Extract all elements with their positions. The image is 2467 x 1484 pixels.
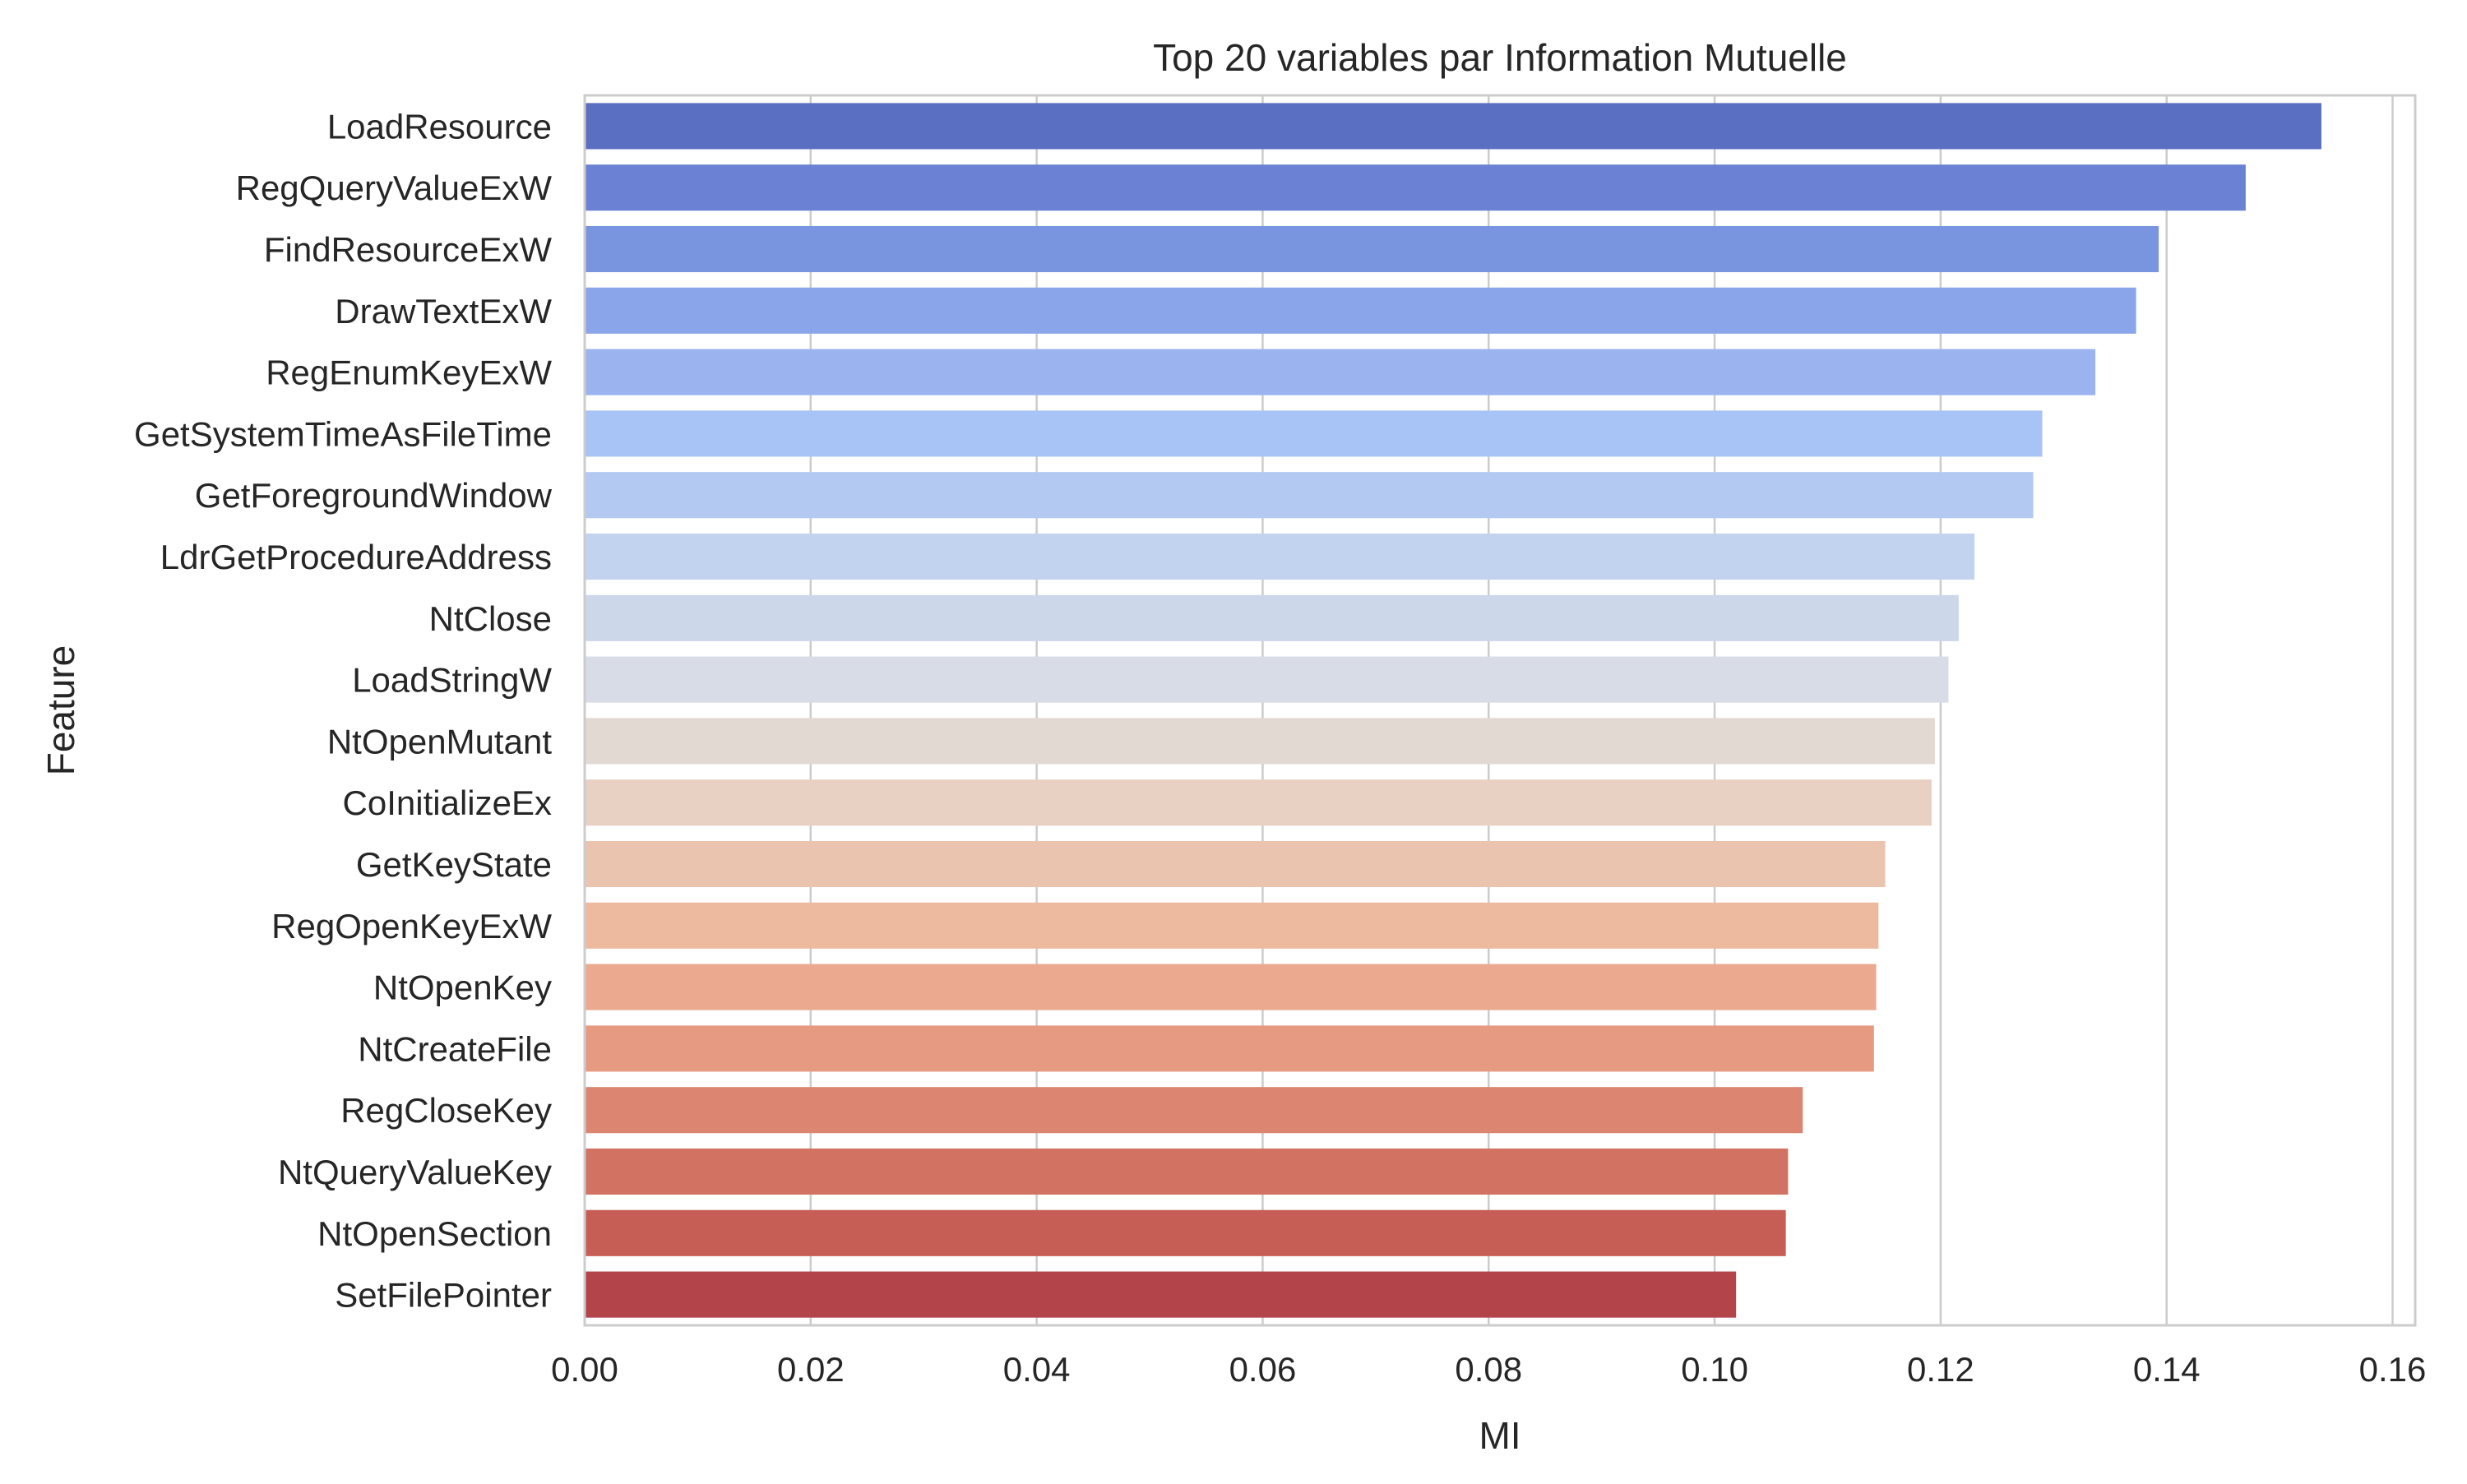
bar — [585, 1209, 1786, 1256]
bar — [585, 840, 1886, 888]
x-tick-label: 0.16 — [2359, 1350, 2427, 1389]
x-tick-label: 0.06 — [1229, 1350, 1297, 1389]
chart-title: Top 20 variables par Information Mutuell… — [1153, 36, 1847, 79]
category-label: DrawTextExW — [335, 292, 552, 331]
bar — [585, 225, 2159, 273]
bar — [585, 718, 1936, 765]
bar — [585, 349, 2096, 395]
bar — [585, 533, 1975, 580]
category-label: RegCloseKey — [340, 1091, 552, 1130]
bar — [585, 1148, 1789, 1195]
category-label: CoInitializeEx — [343, 784, 552, 822]
x-tick-label: 0.10 — [1681, 1350, 1748, 1389]
bar — [585, 410, 2043, 457]
category-label: GetSystemTimeAsFileTime — [134, 414, 552, 453]
bar — [585, 779, 1932, 826]
category-label: NtQueryValueKey — [278, 1153, 552, 1191]
category-labels: LoadResource RegQueryValueExW FindResource… — [134, 107, 553, 1314]
plot-frame — [583, 94, 2417, 1327]
category-label: LoadResource — [327, 107, 552, 146]
bar — [585, 472, 2034, 519]
bar — [585, 287, 2136, 334]
x-axis-label: MI — [1479, 1414, 1520, 1457]
category-label: NtClose — [429, 599, 552, 638]
bar — [585, 164, 2246, 211]
category-label: NtOpenSection — [317, 1214, 552, 1253]
bar-layer — [585, 103, 2321, 1318]
category-label: NtOpenKey — [373, 969, 552, 1007]
category-label: NtCreateFile — [358, 1029, 552, 1068]
category-label: RegEnumKeyExW — [266, 354, 552, 392]
category-label: RegQueryValueExW — [236, 169, 553, 207]
category-label: GetKeyState — [356, 845, 552, 884]
bar — [585, 594, 1959, 641]
bar — [585, 1025, 1874, 1072]
category-label: RegOpenKeyExW — [271, 907, 552, 945]
bar — [585, 1087, 1803, 1134]
category-label: FindResourceExW — [264, 230, 552, 269]
bar — [585, 1271, 1737, 1318]
y-axis-label: Feature — [39, 645, 82, 776]
x-tick-label: 0.14 — [2133, 1350, 2201, 1389]
x-tick-labels: 0.00 0.02 0.04 0.06 0.08 0.10 0.12 0.14 0.16 — [551, 1350, 2426, 1389]
bar — [585, 103, 2321, 150]
category-label: NtOpenMutant — [327, 722, 552, 760]
category-label: GetForegroundWindow — [195, 476, 553, 515]
category-label: SetFilePointer — [335, 1276, 552, 1315]
bar — [585, 964, 1877, 1010]
x-tick-label: 0.00 — [551, 1350, 618, 1389]
x-tick-label: 0.12 — [1907, 1350, 1974, 1389]
x-tick-label: 0.04 — [1003, 1350, 1071, 1389]
x-tick-label: 0.08 — [1455, 1350, 1522, 1389]
category-label: LdrGetProcedureAddress — [160, 538, 552, 576]
category-label: LoadStringW — [352, 661, 552, 700]
x-tick-label: 0.02 — [777, 1350, 845, 1389]
bar — [585, 902, 1879, 949]
bar — [585, 656, 1949, 703]
